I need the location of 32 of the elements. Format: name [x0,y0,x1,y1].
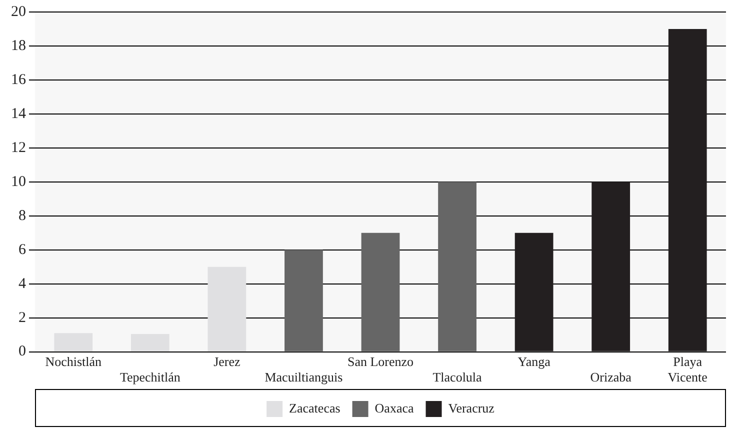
bar [361,232,400,352]
y-tick-label: 8 [18,208,26,224]
y-tick-label: 10 [11,174,26,190]
y-tick-label: 4 [18,276,26,292]
y-tick-label: 14 [11,106,26,122]
y-tick-label: 0 [18,344,26,360]
legend-label: Zacatecas [289,400,340,416]
legend-label: Veracruz [448,400,495,416]
x-tick-label: San Lorenzo [347,354,414,370]
bar [438,182,476,352]
y-tick-label: 16 [11,72,26,88]
x-tick-label: Tlacolula [432,370,482,385]
y-tick-label: 20 [11,4,26,20]
legend-label: Oaxaca [374,400,414,416]
bar [130,334,170,352]
y-tick-label: 12 [11,140,26,156]
x-tick-label: Orizaba [590,370,632,385]
bar [668,28,707,352]
bar [514,232,554,352]
y-tick-label: 6 [18,242,26,258]
bar [592,182,630,352]
x-tick-label: Jerez [214,354,241,370]
x-tick-label: Nochistlán [45,354,102,370]
bar [208,266,246,352]
x-tick-label: Macuiltianguis [264,370,343,385]
x-tick-label: Playa Vicente [668,354,708,385]
bar [54,333,93,352]
x-tick-label: Yanga [518,354,551,370]
y-tick-label: 18 [11,38,26,54]
x-tick-label: Tepechitlán [120,370,181,385]
y-tick-label: 2 [18,310,26,326]
bar [284,250,323,352]
